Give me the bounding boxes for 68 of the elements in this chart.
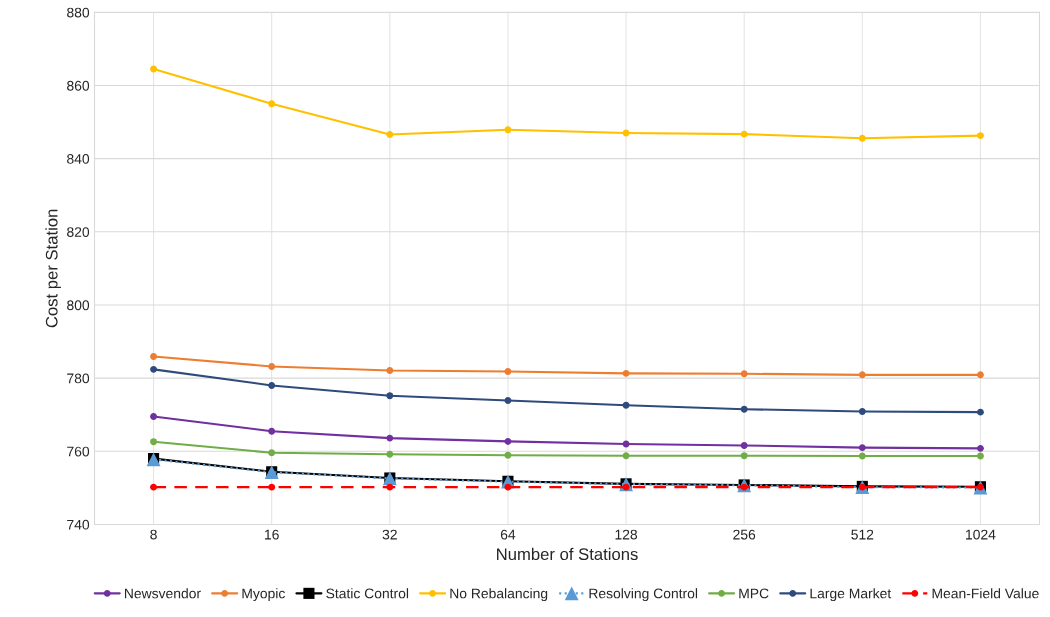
point xyxy=(386,434,394,442)
y-axis-title: Cost per Station xyxy=(45,209,61,328)
point xyxy=(740,130,748,138)
point xyxy=(504,451,512,459)
point xyxy=(740,452,748,460)
point xyxy=(858,134,866,142)
point xyxy=(386,131,394,138)
x-axis-title: Number of Stations xyxy=(497,547,638,561)
x-tick-label: 32 xyxy=(382,529,397,540)
x-tick-label: 256 xyxy=(733,529,756,540)
point xyxy=(504,437,512,445)
point xyxy=(150,353,158,361)
point xyxy=(386,392,394,400)
x-tick-label: 512 xyxy=(851,529,874,540)
point xyxy=(150,65,158,73)
legend-label: Myopic xyxy=(242,588,285,602)
point xyxy=(268,427,276,435)
y-tick-label: 800 xyxy=(67,300,90,311)
point xyxy=(740,405,748,413)
point xyxy=(976,408,984,416)
point xyxy=(976,132,984,140)
legend-label: Resolving Control xyxy=(589,588,698,602)
point xyxy=(858,452,866,460)
legend-label: No Rebalancing xyxy=(450,588,548,602)
point xyxy=(976,371,984,379)
point xyxy=(740,370,748,378)
legend-label: Newsvendor xyxy=(125,588,201,599)
y-tick-label: 860 xyxy=(67,80,90,91)
point xyxy=(504,126,512,134)
point xyxy=(622,369,630,377)
y-tick-label: 780 xyxy=(67,373,90,384)
point xyxy=(504,483,512,491)
legend-label: Large Market xyxy=(810,588,892,602)
point xyxy=(268,362,276,370)
x-tick-label: 16 xyxy=(265,529,279,540)
point xyxy=(150,438,158,446)
x-tick-label: 8 xyxy=(150,529,157,540)
point xyxy=(150,483,158,491)
point xyxy=(622,452,630,460)
x-tick-label: 1024 xyxy=(966,529,996,540)
point xyxy=(858,407,866,415)
legend-label: Static Control xyxy=(326,588,409,599)
point xyxy=(150,365,158,373)
point xyxy=(268,483,276,491)
x-tick-label: 128 xyxy=(615,529,638,540)
point xyxy=(858,444,866,452)
y-tick-label: 740 xyxy=(67,519,90,530)
y-tick-label: 760 xyxy=(67,446,90,457)
point xyxy=(150,413,158,421)
y-tick-label: 840 xyxy=(67,153,90,164)
point xyxy=(504,368,512,376)
point xyxy=(268,449,276,457)
point xyxy=(386,366,394,374)
point xyxy=(976,452,984,460)
point xyxy=(504,396,512,404)
point xyxy=(268,381,276,389)
x-tick-label: 64 xyxy=(500,529,516,540)
y-tick-label: 820 xyxy=(67,227,90,237)
point xyxy=(268,100,276,108)
legend-label: Mean-Field Value xyxy=(932,588,1039,599)
point xyxy=(386,483,394,491)
point xyxy=(386,450,394,458)
point xyxy=(740,441,748,449)
point xyxy=(858,371,866,379)
legend-label: MPC xyxy=(739,588,769,599)
y-tick-label: 880 xyxy=(67,7,90,18)
point xyxy=(622,401,630,409)
point xyxy=(976,444,984,452)
